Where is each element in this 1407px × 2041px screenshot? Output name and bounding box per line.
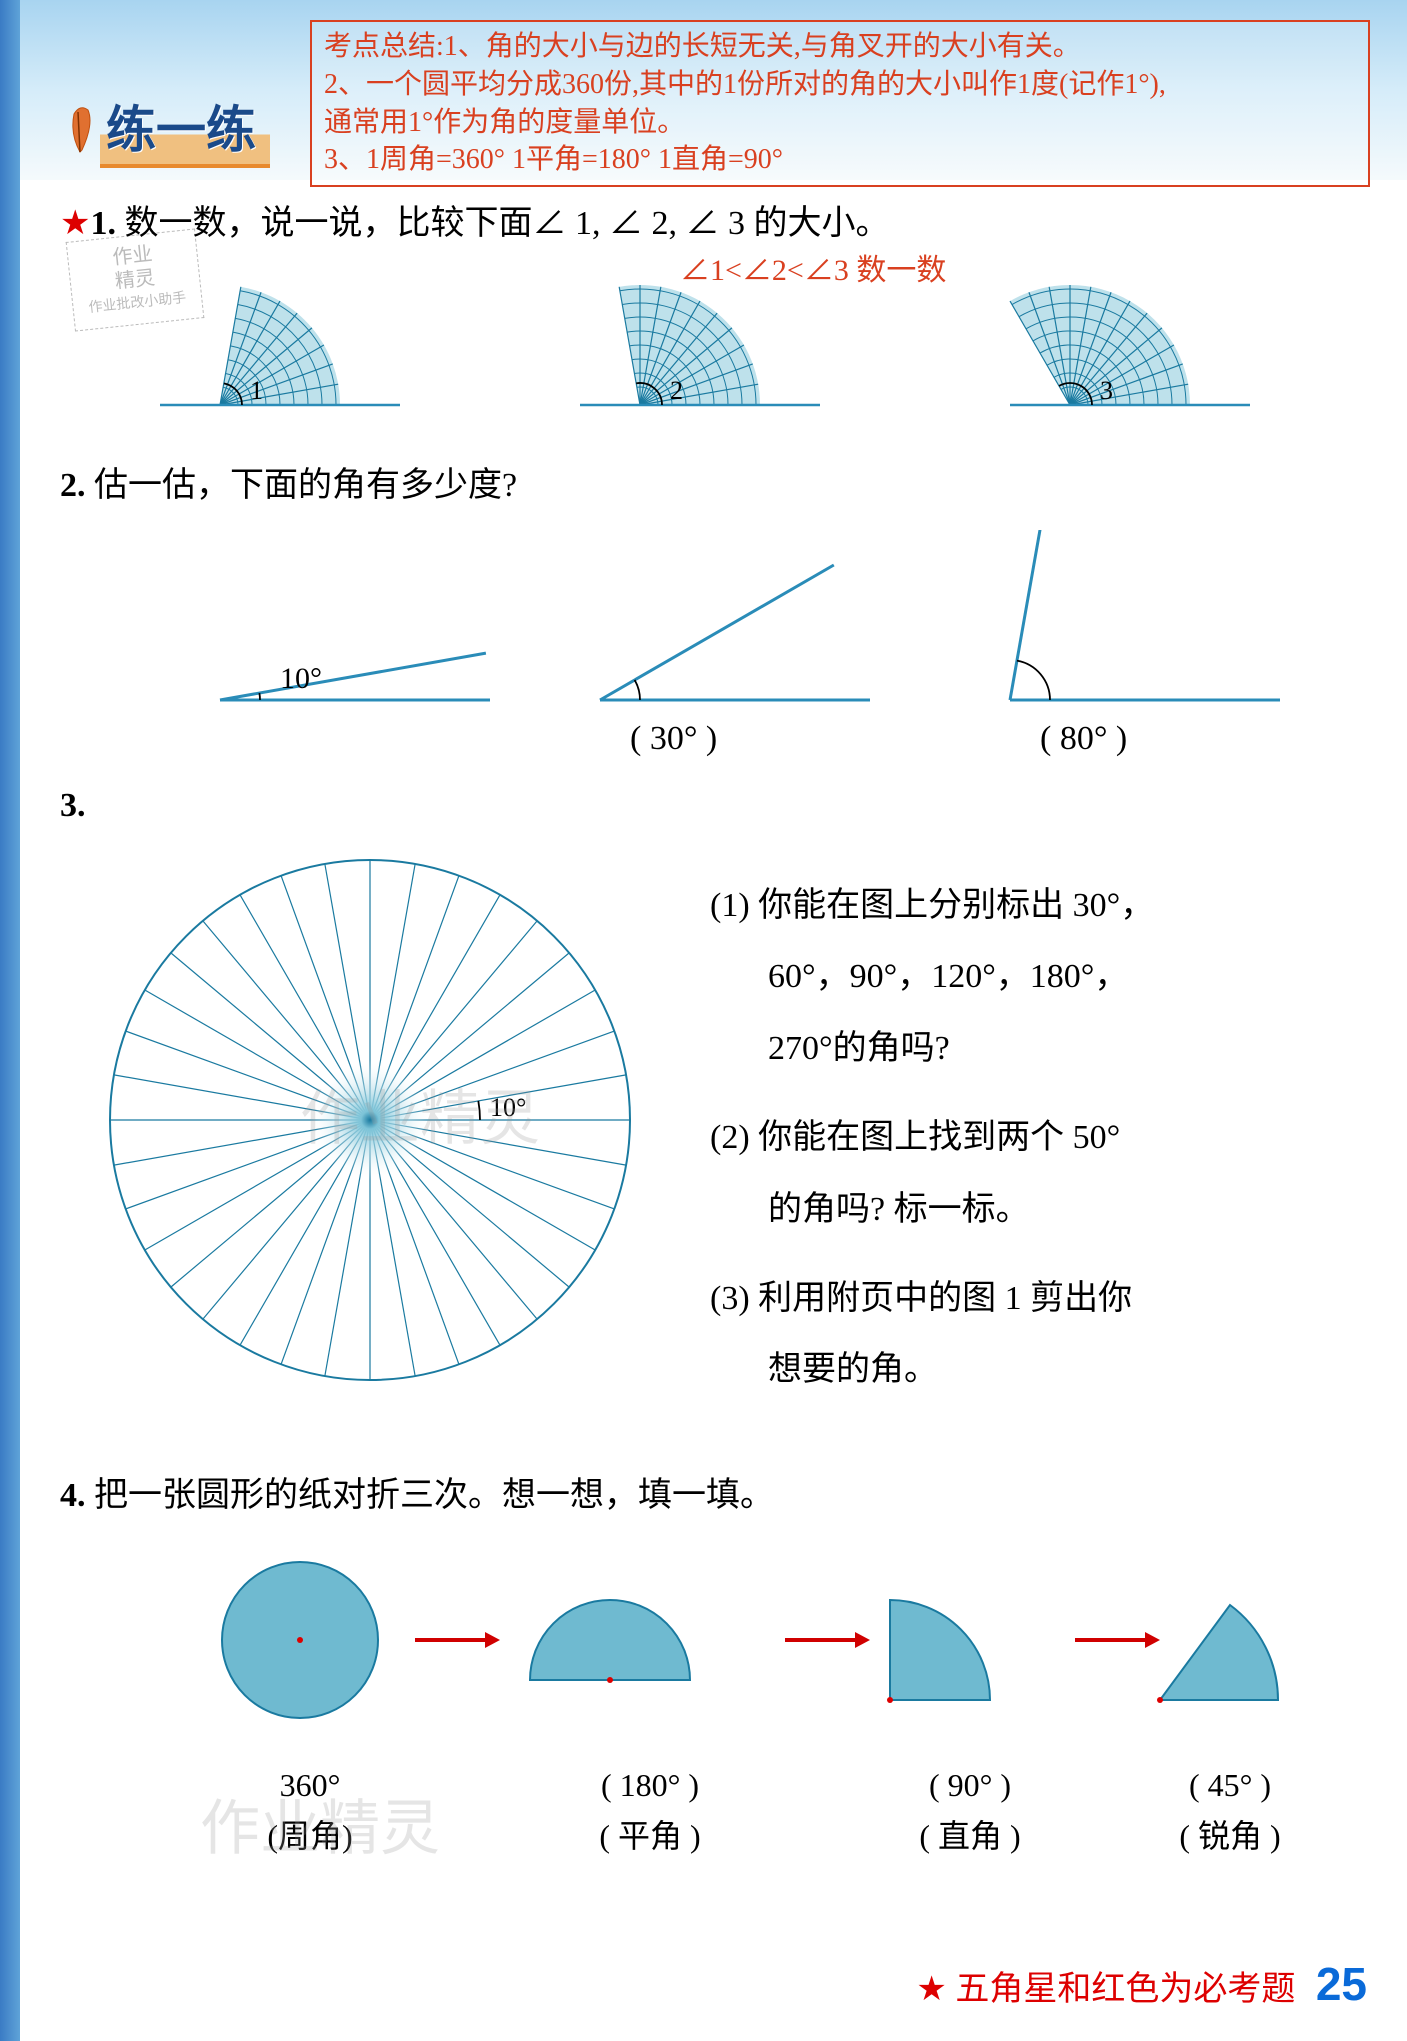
- q4-label-4: ( 45° )( 锐角 ): [1120, 1760, 1340, 1862]
- feather-icon: [60, 104, 100, 154]
- q4-num: 4.: [60, 1477, 86, 1514]
- q3-num: 3.: [60, 787, 86, 824]
- q3-item-2: (2) 你能在图上找到两个 50°的角吗? 标一标。: [710, 1102, 1390, 1245]
- svg-text:10°: 10°: [490, 1093, 526, 1122]
- q4-text: 把一张圆形的纸对折三次。想一想，填一填。: [94, 1477, 774, 1514]
- summary-line-3: 通常用1°作为角的度量单位。: [324, 104, 1356, 142]
- q1-fan-3: 3: [990, 270, 1320, 430]
- q3-circle-svg: 10°: [90, 840, 650, 1400]
- q3-circle: 10°: [90, 840, 650, 1400]
- q2-angle-3: [950, 530, 1310, 750]
- q1-star: ★: [60, 205, 90, 242]
- page-number: 25: [1316, 1958, 1367, 2010]
- footer: ★ 五角星和红色为必考题 25: [916, 1957, 1367, 2011]
- q4-arrow-2: [780, 1620, 870, 1665]
- summary-line-1: 考点总结:1、角的大小与边的长短无关,与角叉开的大小有关。: [324, 28, 1356, 66]
- q4-shapes-row: [140, 1550, 1340, 1750]
- q4: 4. 把一张圆形的纸对折三次。想一想，填一填。: [60, 1470, 774, 1521]
- summary-line-2: 2、一个圆平均分成360份,其中的1份所对的角的大小叫作1度(记作1°),: [324, 66, 1356, 104]
- q1-text: 数一数，说一说，比较下面∠ 1, ∠ 2, ∠ 3 的大小。: [124, 205, 889, 242]
- q1-fans-row: 1 2 3: [140, 270, 1340, 440]
- q2-angle-2: [540, 530, 900, 750]
- q2-num: 2.: [60, 467, 86, 504]
- q4-label-1: 360°(周角): [190, 1760, 430, 1862]
- q4-arrow-1: [410, 1620, 500, 1665]
- summary-line-4: 3、1周角=360° 1平角=180° 1直角=90°: [324, 141, 1356, 179]
- q2-text: 估一估，下面的角有多少度?: [94, 467, 517, 504]
- title-text: 练一练: [100, 90, 270, 168]
- q4-shape-2: [510, 1550, 710, 1735]
- footer-star: ★: [916, 1971, 946, 2008]
- q1-fan-1: 1: [140, 270, 470, 430]
- footer-text: 五角星和红色为必考题: [955, 1971, 1295, 2008]
- svg-text:10°: 10°: [280, 662, 322, 695]
- q3-text-block: (1) 你能在图上分别标出 30°，60°，90°，120°，180°，270°…: [710, 870, 1390, 1424]
- q4-shape-1: [200, 1550, 400, 1735]
- q4-label-3: ( 90° )( 直角 ): [850, 1760, 1090, 1862]
- svg-text:1: 1: [250, 376, 263, 405]
- page-left-strip: [0, 0, 20, 2041]
- q4-shape-3: [860, 1550, 1060, 1735]
- svg-text:3: 3: [1100, 376, 1113, 405]
- q3: 3.: [60, 780, 86, 831]
- summary-box: 考点总结:1、角的大小与边的长短无关,与角叉开的大小有关。 2、一个圆平均分成3…: [310, 20, 1370, 187]
- q4-label-2: ( 180° )( 平角 ): [500, 1760, 800, 1862]
- q2-angle-1: 10°: [160, 530, 520, 750]
- q2-answer-2: ( 30° ): [630, 720, 717, 758]
- q4-shape-4: [1130, 1550, 1330, 1735]
- q2: 2. 估一估，下面的角有多少度?: [60, 460, 517, 511]
- q2-angles-row: 10° ( 30° ) ( 80° ): [120, 530, 1320, 760]
- q1-num: 1.: [90, 205, 116, 242]
- q1-fan-2: 2: [560, 270, 890, 430]
- svg-text:2: 2: [670, 376, 683, 405]
- q3-item-1: (1) 你能在图上分别标出 30°，60°，90°，120°，180°，270°…: [710, 870, 1390, 1084]
- q2-answer-3: ( 80° ): [1040, 720, 1127, 758]
- title-badge: 练一练: [60, 90, 270, 168]
- q3-item-3: (3) 利用附页中的图 1 剪出你想要的角。: [710, 1263, 1390, 1406]
- q1: ★1. 数一数，说一说，比较下面∠ 1, ∠ 2, ∠ 3 的大小。: [60, 198, 889, 249]
